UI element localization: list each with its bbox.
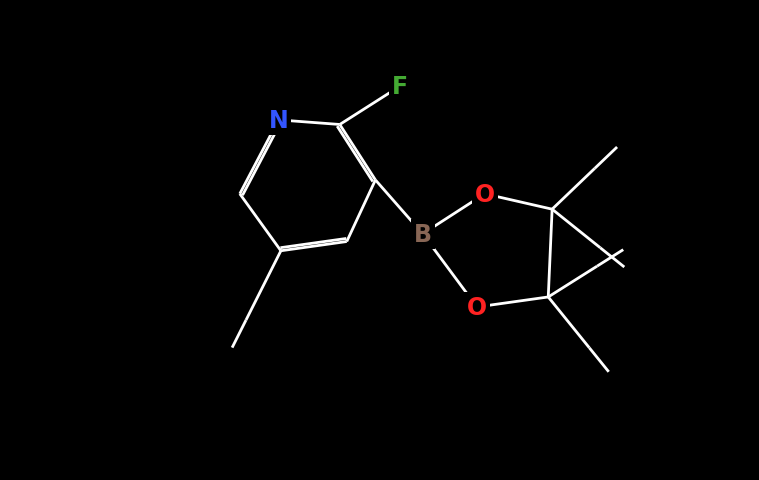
Text: F: F (392, 75, 408, 99)
Text: N: N (269, 108, 288, 132)
Text: O: O (474, 182, 495, 206)
Text: B: B (414, 222, 432, 246)
Text: O: O (467, 295, 487, 319)
